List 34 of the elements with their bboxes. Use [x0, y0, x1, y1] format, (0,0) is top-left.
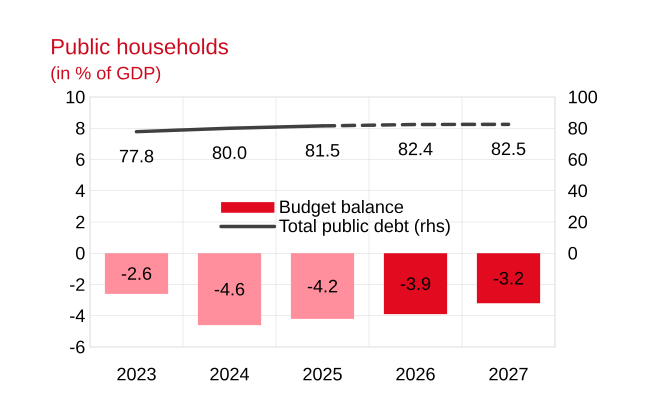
x-tick-label: 2026 [396, 368, 435, 380]
y-tick-label: 0 [76, 246, 85, 260]
y2-tick-label: 80 [568, 122, 588, 135]
data-label: 77.8 [120, 150, 154, 162]
data-label: -4.6 [214, 282, 244, 296]
data-label: 82.4 [398, 142, 432, 156]
data-label: -3.9 [400, 277, 430, 290]
legend-label: Budget balance [280, 200, 404, 217]
y-tick-label: 4 [76, 184, 85, 197]
data-label: 82.5 [492, 142, 526, 156]
data-label: 81.5 [306, 144, 340, 157]
chart-title: Public households [52, 38, 228, 54]
data-label: -2.6 [122, 267, 152, 280]
y2-tick-label: 0 [568, 246, 578, 260]
x-tick-label: 2024 [210, 368, 249, 380]
data-label: 80.0 [212, 146, 246, 160]
y-tick-label: -6 [70, 340, 84, 354]
y-tick-label: -2 [70, 278, 84, 291]
y-tick-label: 2 [76, 216, 84, 228]
x-tick-label: 2025 [303, 368, 342, 380]
y-tick-label: 10 [66, 90, 85, 104]
chart-subtitle: (in % of GDP) [51, 66, 160, 84]
data-label: -4.2 [308, 280, 338, 292]
y2-tick-label: 100 [569, 90, 598, 104]
legend-label: Total public debt (rhs) [279, 218, 450, 236]
y-tick-label: 8 [76, 122, 84, 135]
x-tick-label: 2027 [489, 368, 528, 380]
y2-tick-label: 60 [568, 153, 588, 166]
data-label: -3.2 [494, 272, 524, 285]
y-tick-label: -4 [70, 310, 85, 322]
y-tick-label: 6 [76, 153, 84, 166]
x-tick-label: 2023 [117, 368, 156, 380]
y2-tick-label: 20 [568, 216, 588, 228]
y2-tick-label: 40 [568, 184, 588, 198]
